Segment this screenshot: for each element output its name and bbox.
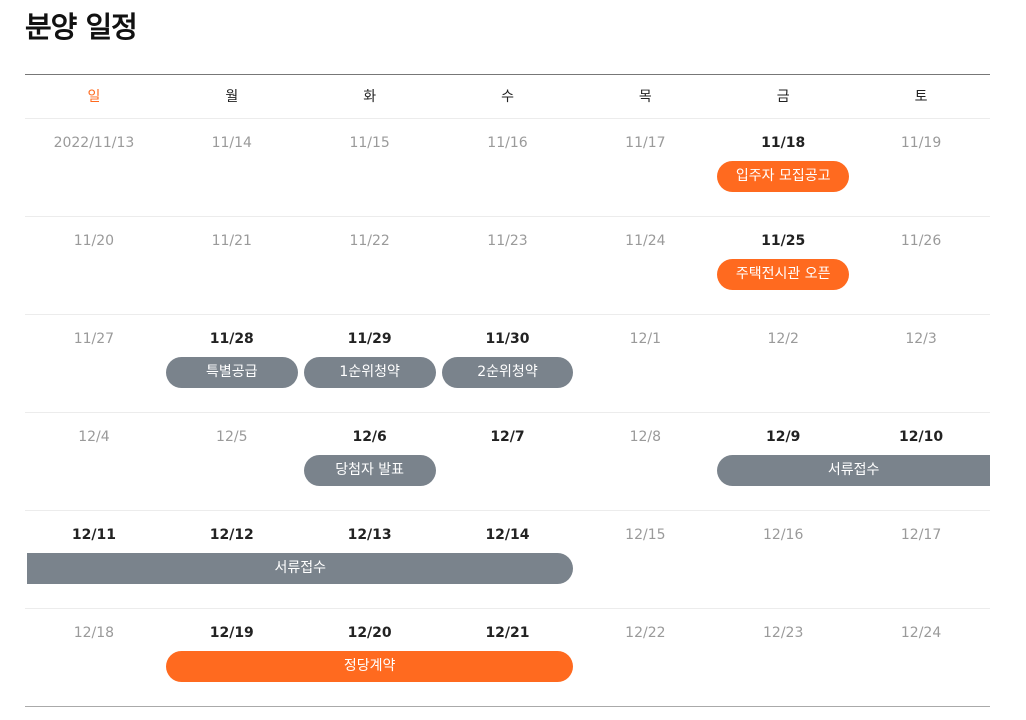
calendar-date: 11/19 — [900, 135, 942, 151]
calendar-weeks: 2022/11/13 11/14 11/15 11/16 11/17 11/18 11/19… — [25, 119, 990, 707]
schedule-event[interactable]: 1순위청약 — [303, 357, 436, 388]
schedule-calendar: 일 월 화 수 목 금 토 2022/11/13 11/14 11/15 11/16 1… — [25, 74, 990, 707]
calendar-date: 12/24 — [900, 625, 942, 641]
calendar-date: 11/28 — [209, 331, 254, 347]
calendar-date: 12/21 — [485, 625, 530, 641]
calendar-date: 12/17 — [900, 527, 942, 543]
calendar-week-row: 11/20 11/21 11/22 11/23 11/24 11/25 11/26 주택전시관… — [25, 217, 990, 315]
weekday-header: 일 월 화 수 목 금 토 — [25, 75, 990, 119]
weekday-monday: 월 — [225, 89, 239, 105]
calendar-date: 12/7 — [490, 429, 525, 445]
calendar-date: 11/17 — [625, 135, 666, 151]
weekday-friday: 금 — [776, 89, 790, 105]
calendar-week-row: 12/4 12/5 12/6 12/7 12/8 12/9 12/10 당첨자 발표 서류접수 — [25, 413, 990, 511]
calendar-date: 12/20 — [347, 625, 392, 641]
calendar-date: 11/23 — [487, 233, 528, 249]
calendar-date: 12/16 — [763, 527, 804, 543]
calendar-date: 11/21 — [211, 233, 252, 249]
calendar-date: 2022/11/13 — [53, 135, 135, 151]
weekday-wednesday: 수 — [501, 89, 514, 105]
calendar-date: 12/22 — [625, 625, 666, 641]
calendar-date: 12/5 — [216, 429, 248, 445]
calendar-date: 12/11 — [71, 527, 116, 543]
schedule-event[interactable]: 입주자 모집공고 — [717, 161, 850, 192]
calendar-date: 12/12 — [209, 527, 254, 543]
calendar-date: 11/25 — [761, 233, 806, 249]
calendar-date: 12/9 — [766, 429, 801, 445]
schedule-event[interactable]: 2순위청약 — [441, 357, 574, 388]
calendar-date: 12/18 — [73, 625, 115, 641]
calendar-week-row: 12/11 12/12 12/13 12/14 12/15 12/16 12/17 서류접수 — [25, 511, 990, 609]
calendar-date: 12/19 — [209, 625, 254, 641]
weekday-sunday: 일 — [87, 89, 101, 105]
calendar-date: 12/2 — [767, 331, 799, 347]
schedule-event[interactable]: 특별공급 — [165, 357, 298, 388]
calendar-date: 11/20 — [73, 233, 115, 249]
calendar-date: 12/1 — [629, 331, 662, 347]
calendar-week-row: 12/18 12/19 12/20 12/21 12/22 12/23 12/24 정당계약 — [25, 609, 990, 707]
calendar-date: 12/13 — [347, 527, 392, 543]
calendar-date: 12/6 — [352, 429, 387, 445]
calendar-date: 12/3 — [905, 331, 937, 347]
calendar-date: 11/29 — [347, 331, 392, 347]
calendar-date: 12/14 — [485, 527, 530, 543]
calendar-date: 11/14 — [211, 135, 252, 151]
calendar-date: 11/15 — [349, 135, 390, 151]
calendar-week-row: 11/27 11/28 11/29 11/30 12/1 12/2 12/3 특별공급 1순위청… — [25, 315, 990, 413]
schedule-event[interactable]: 서류접수 — [27, 553, 574, 584]
calendar-date: 11/27 — [73, 331, 115, 347]
calendar-date: 11/18 — [761, 135, 806, 151]
page-title: 분양 일정 — [25, 10, 138, 44]
schedule-event[interactable]: 당첨자 발표 — [303, 455, 436, 486]
calendar-date: 11/22 — [349, 233, 390, 249]
calendar-date: 12/15 — [625, 527, 666, 543]
calendar-week-row: 2022/11/13 11/14 11/15 11/16 11/17 11/18 11/19… — [25, 119, 990, 217]
calendar-date: 11/30 — [485, 331, 530, 347]
schedule-event[interactable]: 정당계약 — [165, 651, 574, 682]
weekday-saturday: 토 — [914, 89, 928, 105]
calendar-date: 12/23 — [763, 625, 804, 641]
calendar-date: 12/10 — [899, 429, 944, 445]
calendar-date: 12/8 — [629, 429, 662, 445]
weekday-thursday: 목 — [638, 89, 652, 105]
calendar-date: 11/24 — [625, 233, 666, 249]
schedule-event[interactable]: 서류접수 — [717, 455, 990, 486]
schedule-event[interactable]: 주택전시관 오픈 — [717, 259, 850, 290]
calendar-date: 11/16 — [487, 135, 528, 151]
calendar-date: 12/4 — [78, 429, 110, 445]
weekday-tuesday: 화 — [363, 89, 377, 105]
calendar-date: 11/26 — [900, 233, 942, 249]
